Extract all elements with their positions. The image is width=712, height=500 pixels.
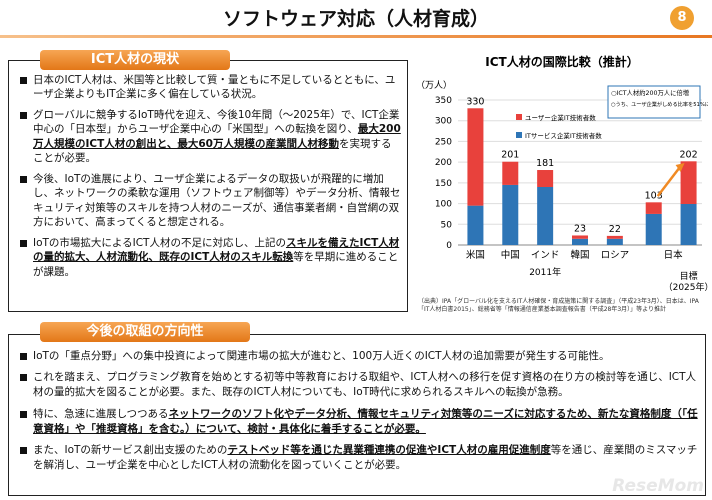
section-heading: ICT人材の現状: [40, 50, 230, 70]
y-tick-label: 200: [435, 158, 452, 168]
bullet: これを踏まえ、プログラミング教育を始めとする初等中等教育における取組や、ICT人…: [20, 370, 699, 400]
bullet: IoTの「重点分野」への集中投資によって関連市場の拡大が進むと、100万人近くの…: [20, 349, 699, 364]
group-label: 目標: [680, 270, 698, 282]
y-tick-label: 350: [435, 96, 452, 106]
text: IoTの市場拡大によるICT人材の不足に対応し、上記の: [33, 236, 286, 249]
text: グローバルに競争するIoT時代を迎え、今後10年間（～2025年）で、ICT企業…: [33, 108, 400, 136]
bar-segment: [572, 235, 588, 239]
legend-label: ITサービス企業IT技術者数: [525, 131, 602, 140]
page-number: 8: [670, 6, 694, 30]
source-note: （出典）IPA「グローバル化を支えるIT人材確保・育成施策に関する調査」（平成2…: [418, 298, 699, 313]
chart-title: ICT人材の国際比較（推計）: [485, 54, 638, 69]
callout-line: ○ICT人材約200万人に倍増: [611, 88, 689, 97]
text: 等を通じ、産業間のミスマッチを解消し、ユーザ企業を中心としたICT人材の流動化を…: [33, 444, 698, 472]
emphasis: テストベッド等を通じた異業種連携の促進やICT人材の雇用促進制度: [227, 444, 551, 457]
x-tick-label: 日本: [664, 249, 684, 261]
text: これを踏まえ、プログラミング教育を始めとする初等中等教育における取組や、ICT人…: [33, 371, 697, 399]
legend-swatch: [516, 114, 522, 120]
bar-segment: [645, 213, 662, 245]
x-tick-label: ロシア: [601, 250, 630, 261]
arrow-head: [675, 162, 685, 172]
bar-segment: [537, 187, 554, 245]
bullet: IoTの市場拡大によるICT人材の不足に対応し、上記のスキルを備えたICT人材の…: [20, 236, 401, 279]
chart: ICT人材の国際比較（推計） （万人） 0 50 100 150 200 250 300 35…: [416, 54, 708, 293]
total-label: 181: [536, 158, 554, 169]
y-axis-label: （万人）: [416, 80, 452, 91]
text: 等を早期に進めることが課題。: [33, 251, 399, 278]
total-label: 201: [501, 150, 519, 161]
arrow: [656, 165, 682, 197]
x-tick-label: 韓国: [570, 250, 589, 261]
text: IoTの「重点分野」への集中投資によって関連市場の拡大が進むと、100万人近くの…: [33, 350, 610, 362]
bar-segment: [467, 205, 484, 245]
x-tick-label: インド: [531, 250, 560, 261]
section-heading: 今後の取組の方向性: [40, 322, 250, 342]
y-tick-label: 250: [435, 137, 452, 147]
bullet: 特に、急速に進展しつつあるネットワークのソフト化やデータ分析、情報セキュリティ対…: [20, 407, 699, 437]
y-tick-label: 0: [446, 241, 452, 251]
text: を実現することが必要。: [33, 137, 392, 165]
emphasis: ネットワークのソフト化やデータ分析、情報セキュリティ対策等のニーズに対応するため…: [33, 407, 698, 435]
y-tick-label: 100: [435, 200, 452, 210]
x-tick-label: 米国: [466, 249, 485, 261]
text: 今後、IoTの進展により、ユーザ企業によるデータの取扱いが飛躍的に増加し、ネット…: [33, 172, 401, 229]
bar-segment: [502, 161, 519, 185]
group-label: 2011年: [529, 266, 561, 278]
callout-line: ○うち、ユーザ企業がしめる比率を51%に上昇: [611, 100, 708, 108]
legend-label: ユーザー企業IT技術者数: [525, 113, 596, 122]
bar-segment: [467, 108, 484, 206]
total-label: 202: [680, 149, 698, 160]
section-box: IoTの「重点分野」への集中投資によって関連市場の拡大が進むと、100万人近くの…: [8, 334, 706, 496]
bar-segment: [645, 202, 662, 214]
total-label: 103: [645, 190, 663, 201]
group-label: （2025年）: [664, 281, 708, 293]
y-tick-label: 50: [441, 220, 453, 230]
legend-swatch: [516, 132, 522, 138]
slide-title: ソフトウェア対応（人材育成）: [222, 8, 489, 30]
bar-segment: [502, 184, 519, 245]
bar-segment: [537, 170, 554, 187]
callout-box: [607, 85, 701, 119]
total-label: 23: [574, 223, 586, 234]
bullet: 日本のICT人材は、米国等と比較して質・量ともに不足しているとともに、ユーザ企業…: [20, 73, 401, 102]
x-tick-label: 中国: [501, 249, 520, 261]
y-tick-label: 150: [435, 179, 452, 189]
emphasis: 最大200万人規模のICT人材の創出と、最大60万人規模の産業間人材移動: [33, 123, 401, 150]
text: 特に、急速に進展しつつある: [33, 407, 169, 420]
bar-segment: [680, 203, 697, 245]
text: また、IoTの新サービス創出支援のための: [33, 444, 228, 457]
bullet: グローバルに競争するIoT時代を迎え、今後10年間（～2025年）で、ICT企業…: [20, 108, 401, 166]
bullet: また、IoTの新サービス創出支援のためのテストベッド等を通じた異業種連携の促進や…: [20, 443, 699, 473]
bar-segment: [606, 235, 623, 239]
text: 日本のICT人材は、米国等と比較して質・量ともに不足しているとともに、ユーザ企業…: [33, 74, 396, 101]
bar-segment: [680, 161, 697, 204]
emphasis: スキルを備えたICT人材の量的拡大、人材流動化、既存のICT人材のスキル転換: [33, 236, 400, 264]
title-rule: [0, 35, 712, 38]
y-tick-label: 300: [435, 117, 452, 127]
bar-segment: [572, 238, 588, 245]
bar-segment: [606, 238, 623, 245]
watermark: ReseMom: [612, 476, 704, 496]
total-label: 22: [609, 224, 621, 235]
section-box: 日本のICT人材は、米国等と比較して質・量ともに不足しているとともに、ユーザ企業…: [8, 60, 408, 312]
total-label: 330: [466, 96, 484, 107]
bullet: 今後、IoTの進展により、ユーザ企業によるデータの取扱いが飛躍的に増加し、ネット…: [20, 172, 401, 230]
